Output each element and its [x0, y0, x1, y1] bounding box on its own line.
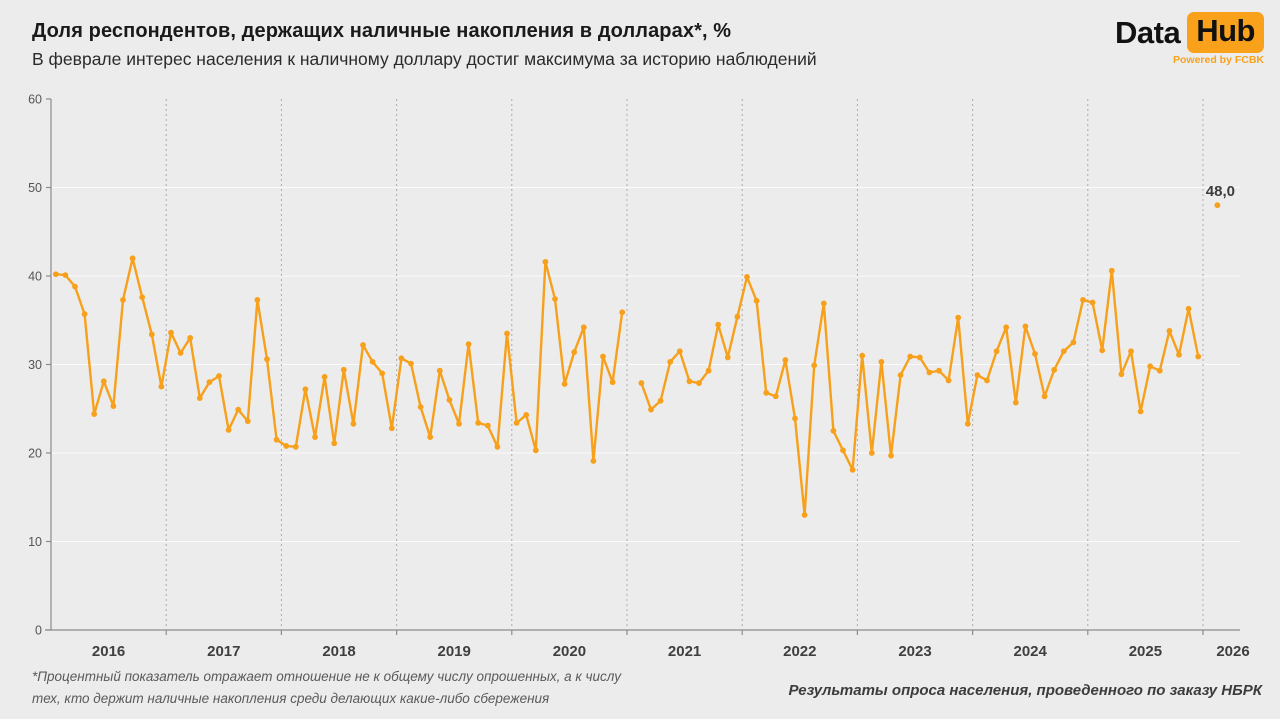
svg-text:2018: 2018: [322, 643, 355, 660]
last-value-label: 48,0: [1206, 183, 1235, 200]
svg-text:2019: 2019: [438, 643, 471, 660]
svg-text:2021: 2021: [668, 643, 701, 660]
page-title: Доля респондентов, держащих наличные нак…: [32, 20, 732, 42]
svg-text:0: 0: [35, 624, 42, 638]
chart-footnote: *Процентный показатель отражает отношени…: [32, 666, 621, 711]
svg-text:2017: 2017: [207, 643, 240, 660]
chart-source: Результаты опроса населения, проведенног…: [788, 682, 1262, 699]
logo-text-hub: Hub: [1187, 12, 1264, 53]
footnote-line-1: *Процентный показатель отражает отношени…: [32, 669, 621, 684]
logo-powered-by: Powered by FCBK: [1172, 54, 1264, 66]
svg-text:2024: 2024: [1014, 643, 1048, 660]
footnote-line-2: тех, кто держит наличные накопления сред…: [32, 691, 550, 707]
svg-text:20: 20: [28, 447, 42, 461]
svg-text:2022: 2022: [783, 643, 816, 660]
datahub-logo: Data Hub Powered by FCBK: [1115, 12, 1264, 66]
svg-text:2026: 2026: [1216, 643, 1249, 660]
page-subtitle: В феврале интерес населения к наличному …: [32, 49, 817, 69]
svg-text:40: 40: [28, 270, 42, 284]
svg-text:50: 50: [28, 181, 42, 195]
svg-text:2016: 2016: [92, 643, 125, 660]
svg-text:60: 60: [28, 93, 42, 107]
svg-text:2025: 2025: [1129, 643, 1162, 660]
svg-text:2020: 2020: [553, 643, 586, 660]
datahub-logo-row: Data Hub: [1115, 12, 1264, 53]
logo-text-data: Data: [1115, 14, 1181, 50]
svg-text:30: 30: [28, 358, 42, 372]
svg-text:2023: 2023: [898, 643, 931, 660]
svg-text:10: 10: [28, 535, 42, 549]
